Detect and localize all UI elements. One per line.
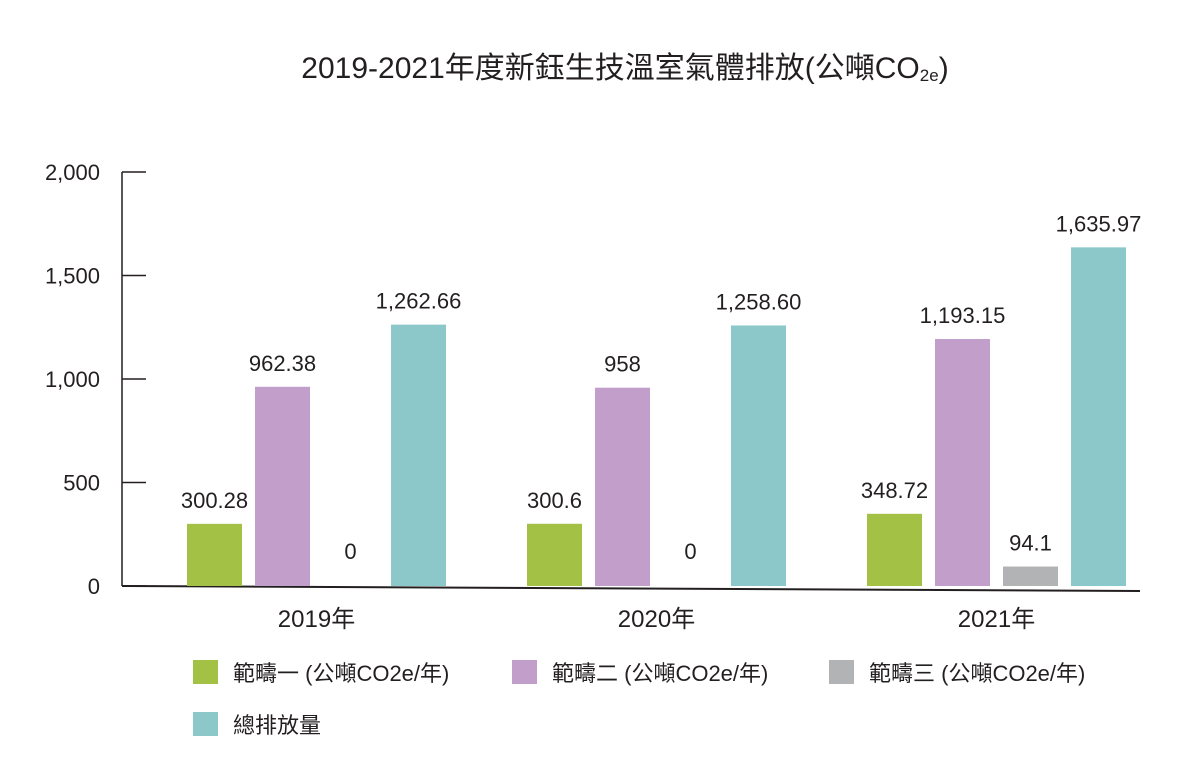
chart-data-labels: 300.28 962.38 0 1,262.66 300.6 958 0 1,258.60 34…	[181, 211, 1141, 564]
bar-3-3	[1003, 566, 1058, 586]
chart-axes: 0 500 1,000 1,500 2,000	[45, 160, 1141, 599]
bar-2-2	[595, 387, 650, 586]
data-label: 0	[344, 539, 356, 564]
chart-title-close: )	[939, 52, 949, 85]
legend-swatch	[829, 660, 854, 684]
data-label: 1,258.60	[716, 289, 802, 314]
chart-title-main: 2019-2021年度新鈺生技溫室氣體排放(公噸CO	[301, 52, 919, 85]
y-tick-label: 1,000	[45, 367, 100, 392]
bar-4-3	[1071, 247, 1126, 586]
chart-bars	[187, 247, 1126, 586]
x-category-label: 2019年	[278, 606, 355, 633]
legend-label: 範疇一 (公噸CO2e/年)	[233, 661, 449, 686]
legend-label: 範疇三 (公噸CO2e/年)	[869, 661, 1085, 686]
y-tick-label: 500	[63, 471, 100, 496]
legend-swatch	[512, 660, 537, 684]
data-label: 962.38	[249, 351, 316, 376]
bar-1-1	[187, 523, 242, 586]
data-label: 348.72	[861, 478, 928, 503]
legend-label: 範疇二 (公噸CO2e/年)	[552, 661, 768, 686]
chart-category-labels: 2019年 2020年 2021年	[278, 606, 1035, 633]
data-label: 958	[604, 352, 641, 377]
y-tick-label: 0	[88, 574, 100, 599]
chart-title-subscript: 2e	[920, 66, 939, 85]
bar-1-2	[527, 523, 582, 586]
legend-swatch	[193, 712, 218, 736]
chart-legend: 範疇一 (公噸CO2e/年) 範疇二 (公噸CO2e/年) 範疇三 (公噸CO2e/…	[193, 660, 1085, 738]
legend-swatch	[193, 660, 218, 684]
bar-4-1	[391, 324, 446, 586]
y-tick-label: 2,000	[45, 160, 100, 185]
y-tick-label: 1,500	[45, 264, 100, 289]
legend-label: 總排放量	[233, 713, 321, 738]
data-label: 1,262.66	[376, 289, 462, 314]
data-label: 0	[684, 539, 696, 564]
data-label: 1,193.15	[920, 303, 1006, 328]
data-label: 1,635.97	[1056, 211, 1142, 236]
bar-2-1	[255, 386, 310, 586]
svg-text:2019-2021年度新鈺生技溫室氣體排放(公噸CO2e): 2019-2021年度新鈺生技溫室氣體排放(公噸CO2e)	[301, 52, 948, 85]
bar-1-3	[867, 513, 922, 586]
bar-2-3	[935, 339, 990, 586]
x-axis-line	[121, 585, 1141, 592]
x-category-label: 2020年	[618, 606, 695, 633]
data-label: 300.28	[181, 488, 248, 513]
data-label: 300.6	[527, 488, 582, 513]
data-label: 94.1	[1009, 531, 1052, 556]
bar-4-2	[731, 325, 786, 586]
chart-title: 2019-2021年度新鈺生技溫室氣體排放(公噸CO2e)	[301, 52, 948, 85]
x-category-label: 2021年	[958, 606, 1035, 633]
